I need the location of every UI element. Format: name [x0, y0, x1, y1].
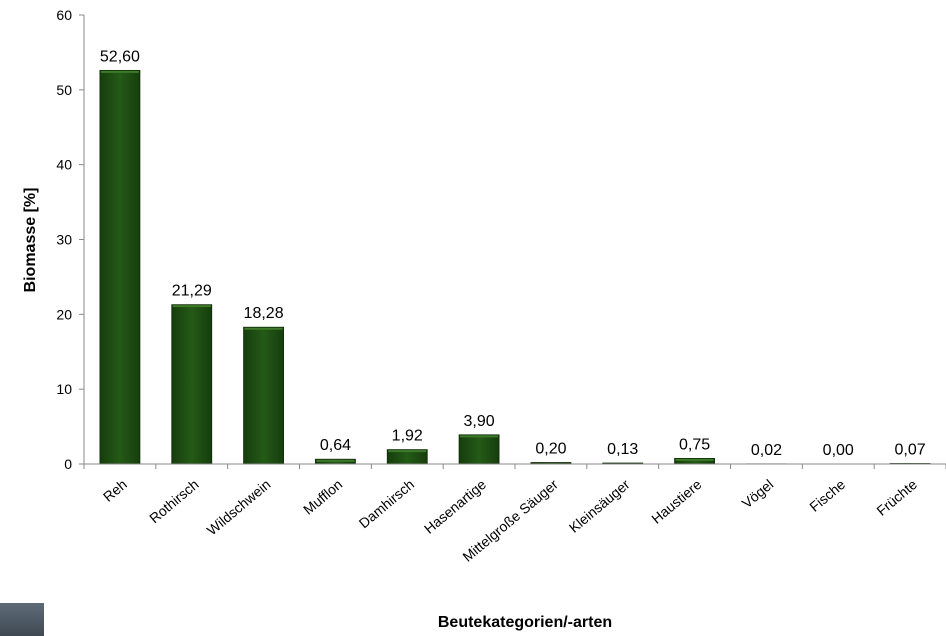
data-label: 0,20 [535, 441, 566, 458]
data-label: 18,28 [244, 305, 284, 322]
bar [243, 326, 284, 465]
category-label: Damhirsch [356, 476, 418, 531]
data-labels: 52,60 21,29 18,28 0,64 1,92 3,90 0,20 0,13 0,75 0… [100, 48, 926, 459]
category-label: Wildschwein [204, 476, 274, 538]
data-label: 52,60 [100, 48, 140, 65]
bar [171, 304, 213, 465]
category-label: Früchte [873, 476, 920, 519]
bar [458, 434, 500, 465]
bars [99, 69, 931, 465]
category-label: Mufflon [300, 476, 345, 518]
x-axis-title: Beutekategorien/-arten [438, 614, 612, 631]
y-tick-label: 30 [56, 232, 72, 248]
category-label: Rothirsch [146, 476, 202, 526]
category-labels: Reh Rothirsch Wildschwein Mufflon Damhirsch H… [100, 476, 920, 565]
category-label: Reh [100, 476, 130, 505]
corner-image-fragment [0, 603, 44, 636]
y-tick-label: 0 [64, 456, 72, 472]
y-tick-label: 60 [56, 7, 72, 23]
data-label: 0,13 [607, 441, 638, 458]
category-label: Fische [806, 476, 848, 515]
y-tick-label: 20 [56, 306, 72, 322]
category-label: Hasenartige [421, 476, 489, 537]
y-tick-label: 10 [56, 381, 72, 397]
x-ticks [83, 464, 946, 469]
data-label: 0,64 [320, 437, 351, 454]
data-label: 0,02 [751, 442, 782, 459]
bar [99, 69, 141, 465]
y-tick-label: 40 [56, 157, 72, 173]
y-ticks: 0 10 20 30 40 50 60 [56, 7, 84, 472]
data-label: 0,00 [823, 442, 854, 459]
data-label: 3,90 [464, 413, 495, 430]
category-label: Haustiere [648, 476, 704, 527]
data-label: 0,75 [679, 436, 710, 453]
y-axis-title: Biomasse [%] [22, 188, 39, 293]
category-label: Vögel [739, 476, 777, 511]
y-tick-label: 50 [56, 82, 72, 98]
data-label: 21,29 [172, 283, 212, 300]
category-label: Kleinsäuger [566, 476, 633, 536]
data-label: 0,07 [895, 441, 926, 458]
data-label: 1,92 [392, 428, 423, 445]
